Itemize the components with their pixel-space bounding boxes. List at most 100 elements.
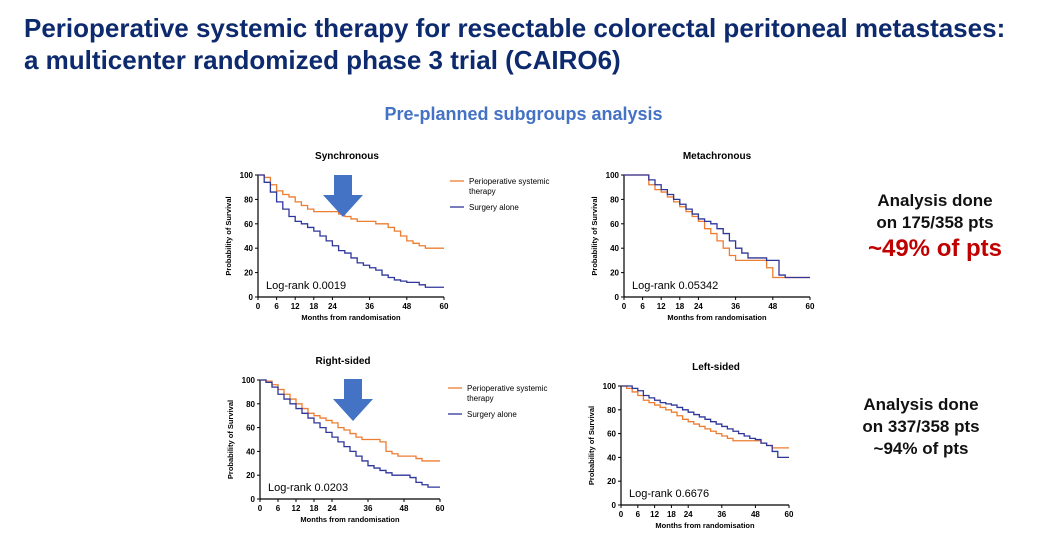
logrank-label: Log-rank 0.6676 — [629, 488, 709, 500]
y-tick-label: 60 — [610, 220, 619, 229]
x-axis-label: Months from randomisation — [667, 313, 767, 322]
x-tick-label: 24 — [684, 510, 693, 519]
x-tick-label: 48 — [751, 510, 760, 519]
chart-title: Metachronous — [682, 151, 752, 162]
surgery-curve — [624, 174, 810, 279]
y-tick-label: 100 — [603, 382, 617, 391]
y-tick-label: 40 — [246, 447, 255, 456]
slide-title: Perioperative systemic therapy for resec… — [24, 13, 1006, 75]
y-tick-label: 80 — [610, 195, 619, 204]
y-tick-label: 80 — [244, 195, 253, 204]
y-tick-label: 100 — [240, 171, 254, 180]
legend-label-perioperative: Perioperative systemic — [467, 384, 547, 393]
y-tick-label: 0 — [251, 495, 256, 504]
x-tick-label: 0 — [622, 302, 627, 311]
x-tick-label: 6 — [274, 302, 279, 311]
y-tick-label: 60 — [246, 424, 255, 433]
x-tick-label: 24 — [328, 302, 337, 311]
perioperative-curve — [258, 174, 444, 249]
perioperative-curve — [260, 379, 440, 462]
x-axis-label: Months from randomisation — [300, 515, 400, 524]
x-tick-label: 18 — [309, 302, 318, 311]
analysis-note-top: Analysis done on 175/358 pts ~49% of pts — [840, 190, 1030, 264]
x-tick-label: 48 — [768, 302, 777, 311]
y-tick-label: 80 — [246, 400, 255, 409]
slide-subtitle: Pre-planned subgroups analysis — [384, 104, 663, 124]
legend-label-perioperative-cont: therapy — [467, 394, 494, 403]
chart-svg: 0 20 40 60 80 100 0 6 12 18 24 36 48 60 Months from ra… — [587, 382, 794, 530]
chart-title: Synchronous — [315, 151, 379, 162]
x-tick-label: 48 — [402, 302, 411, 311]
down-arrow-icon — [333, 379, 373, 421]
note-line: on 337/358 pts — [862, 417, 980, 436]
x-tick-label: 0 — [619, 510, 624, 519]
x-tick-label: 12 — [292, 504, 301, 513]
analysis-note-bottom: Analysis done on 337/358 pts ~94% of pts — [826, 394, 1016, 460]
x-tick-label: 6 — [640, 302, 645, 311]
y-tick-label: 40 — [610, 244, 619, 253]
legend-label-surgery: Surgery alone — [469, 203, 519, 212]
y-tick-label: 20 — [607, 477, 616, 486]
down-arrow-icon — [323, 175, 363, 217]
y-tick-label: 100 — [242, 376, 256, 385]
logrank-label: Log-rank 0.0203 — [268, 482, 348, 494]
legend-label-perioperative: Perioperative systemic — [469, 177, 549, 186]
note-line: Analysis done — [877, 191, 993, 210]
note-line: Analysis done — [863, 395, 979, 414]
x-tick-label: 60 — [785, 510, 794, 519]
x-tick-label: 60 — [806, 302, 815, 311]
y-tick-label: 20 — [610, 269, 619, 278]
x-tick-label: 12 — [650, 510, 659, 519]
x-axis-label: Months from randomisation — [655, 521, 755, 530]
x-tick-label: 0 — [256, 302, 261, 311]
legend-label-perioperative-cont: therapy — [469, 187, 496, 196]
x-tick-label: 60 — [440, 302, 449, 311]
perioperative-curve — [621, 385, 789, 449]
chart-synchronous: Synchronous 0 20 40 60 80 100 0 6 12 18 24 36 48 60 Mo… — [212, 145, 582, 340]
surgery-curve — [621, 385, 789, 459]
y-tick-label: 20 — [244, 269, 253, 278]
x-tick-label: 36 — [365, 302, 374, 311]
y-tick-label: 80 — [607, 406, 616, 415]
surgery-curve — [260, 379, 440, 488]
legend-label-surgery: Surgery alone — [467, 410, 517, 419]
y-axis-label: Probability of Survival — [590, 196, 599, 275]
x-tick-label: 12 — [291, 302, 300, 311]
y-axis-label: Probability of Survival — [226, 400, 235, 479]
note-line: ~94% of pts — [873, 439, 969, 458]
x-tick-label: 0 — [258, 504, 263, 513]
chart-title: Left-sided — [692, 362, 740, 373]
surgery-curve — [258, 174, 444, 288]
x-tick-label: 18 — [675, 302, 684, 311]
y-axis-label: Probability of Survival — [587, 406, 596, 485]
x-tick-label: 12 — [657, 302, 666, 311]
chart-svg: 0 20 40 60 80 100 0 6 12 18 24 36 48 60 Months from ra… — [226, 376, 547, 524]
perioperative-curve — [624, 174, 810, 279]
x-tick-label: 18 — [667, 510, 676, 519]
y-tick-label: 60 — [607, 430, 616, 439]
chart-svg: 0 20 40 60 80 100 0 6 12 18 24 36 48 60 Months from ra… — [590, 171, 815, 322]
logrank-label: Log-rank 0.0019 — [266, 280, 346, 292]
note-line: on 175/358 pts — [876, 213, 994, 232]
x-tick-label: 36 — [731, 302, 740, 311]
logrank-label: Log-rank 0.05342 — [632, 280, 718, 292]
y-tick-label: 40 — [244, 244, 253, 253]
y-tick-label: 60 — [244, 220, 253, 229]
chart-right-sided: Right-sided 0 20 40 60 80 100 0 6 12 18 24 36 48 60 Mo… — [212, 350, 582, 540]
x-tick-label: 48 — [400, 504, 409, 513]
y-tick-label: 0 — [249, 293, 254, 302]
y-tick-label: 20 — [246, 471, 255, 480]
chart-svg: 0 20 40 60 80 100 0 6 12 18 24 36 48 60 Months from ra… — [224, 171, 549, 322]
x-tick-label: 60 — [436, 504, 445, 513]
chart-left-sided: Left-sided 0 20 40 60 80 100 0 6 12 18 24 36 48 60 Mon… — [565, 350, 830, 540]
y-tick-label: 100 — [606, 171, 620, 180]
x-axis-label: Months from randomisation — [301, 313, 401, 322]
chart-title: Right-sided — [315, 356, 371, 367]
x-tick-label: 6 — [636, 510, 641, 519]
x-tick-label: 6 — [276, 504, 281, 513]
y-tick-label: 0 — [615, 293, 620, 302]
y-tick-label: 40 — [607, 453, 616, 462]
x-tick-label: 18 — [310, 504, 319, 513]
y-axis-label: Probability of Survival — [224, 196, 233, 275]
y-tick-label: 0 — [612, 501, 617, 510]
